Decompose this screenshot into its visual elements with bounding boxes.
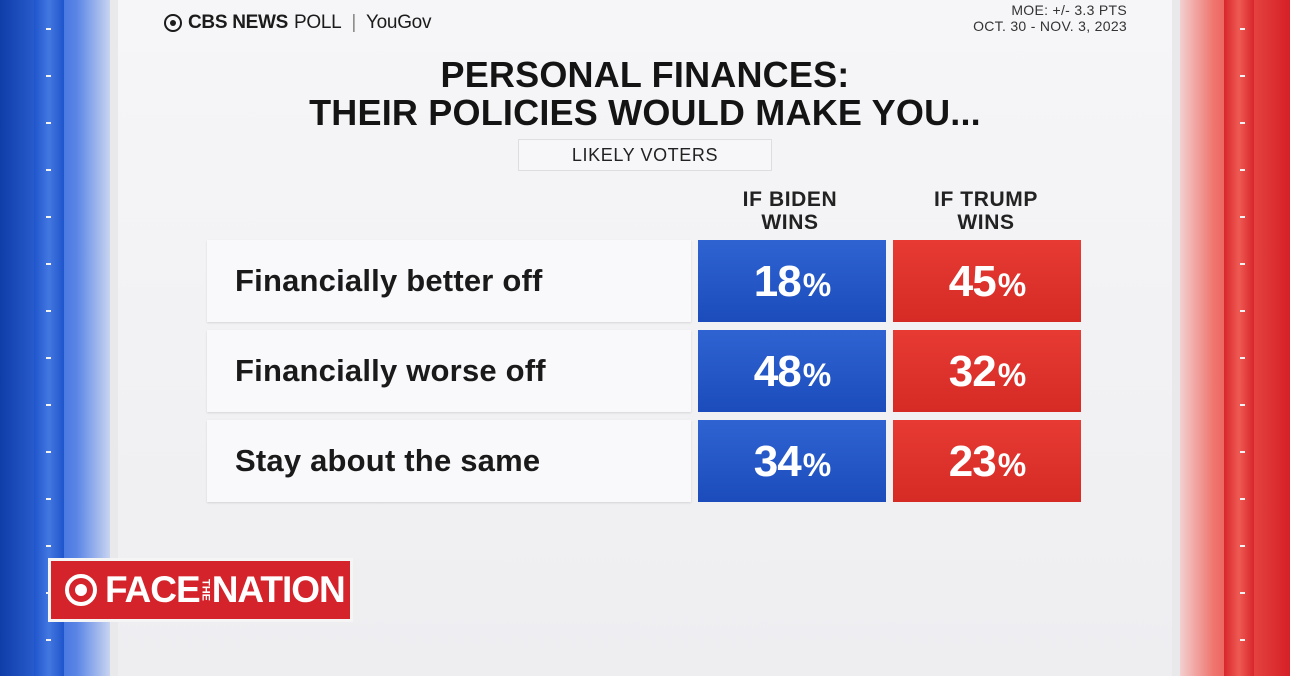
trump-value: 45% (893, 240, 1081, 322)
border-tick (46, 28, 51, 30)
cbs-news-poll-brand: CBS NEWS POLL | YouGov (164, 12, 431, 34)
border-tick (46, 592, 51, 594)
cbs-eye-icon (164, 14, 182, 32)
brand-name: CBS NEWS (188, 12, 288, 33)
row-label: Financially worse off (207, 330, 691, 412)
logo-nation: NATION (211, 569, 346, 610)
border-tick (46, 75, 51, 77)
trump-number: 32 (948, 347, 997, 396)
face-the-nation-logo: FACE THE NATION (48, 558, 353, 622)
percent-sign: % (802, 357, 831, 393)
border-tick (1240, 498, 1245, 500)
biden-number: 34 (753, 437, 802, 486)
biden-value: 18% (698, 240, 886, 322)
border-tick (1240, 28, 1245, 30)
border-tick (46, 404, 51, 406)
column-header-biden-line2: WINS (761, 211, 819, 234)
border-tick (1240, 451, 1245, 453)
percent-sign: % (802, 447, 831, 483)
trump-value: 23% (893, 420, 1081, 502)
border-tick (46, 545, 51, 547)
border-tick (1240, 545, 1245, 547)
trump-number: 45 (948, 257, 997, 306)
percent-sign: % (997, 267, 1026, 303)
percent-sign: % (802, 267, 831, 303)
percent-sign: % (997, 447, 1026, 483)
border-tick (1240, 592, 1245, 594)
poll-dates: OCT. 30 - NOV. 3, 2023 (973, 18, 1127, 34)
percent-sign: % (997, 357, 1026, 393)
border-tick (46, 498, 51, 500)
cbs-eye-icon (65, 574, 97, 606)
border-tick (46, 357, 51, 359)
subtitle-badge: LIKELY VOTERS (518, 139, 772, 171)
row-label: Stay about the same (207, 420, 691, 502)
logo-the: THE (199, 579, 212, 601)
border-tick (1240, 122, 1245, 124)
border-tick (1240, 639, 1245, 641)
column-header-biden: IF BIDEN WINS (697, 188, 883, 234)
biden-number: 18 (753, 257, 802, 306)
biden-value: 34% (698, 420, 886, 502)
border-tick (46, 122, 51, 124)
border-tick (46, 263, 51, 265)
title-line-1: PERSONAL FINANCES: (440, 54, 850, 95)
border-tick (46, 639, 51, 641)
logo-wordmark: FACE THE NATION (105, 569, 346, 611)
logo-face: FACE (105, 569, 201, 610)
column-header-trump-line1: IF TRUMP (934, 188, 1038, 211)
biden-number: 48 (753, 347, 802, 396)
column-header-trump: IF TRUMP WINS (893, 188, 1079, 234)
biden-value: 48% (698, 330, 886, 412)
border-tick (1240, 75, 1245, 77)
border-tick (46, 451, 51, 453)
brand-separator: | (351, 12, 357, 33)
border-tick (1240, 404, 1245, 406)
border-tick (1240, 263, 1245, 265)
right-stripe (1224, 0, 1254, 676)
trump-value: 32% (893, 330, 1081, 412)
border-tick (46, 310, 51, 312)
border-tick (1240, 169, 1245, 171)
poll-margin-info: MOE: +/- 3.3 PTS OCT. 30 - NOV. 3, 2023 (973, 2, 1127, 34)
border-tick (46, 216, 51, 218)
border-tick (1240, 310, 1245, 312)
border-tick (1240, 357, 1245, 359)
table-row: Stay about the same 34% 23% (207, 420, 1083, 504)
right-red-border (1180, 0, 1290, 676)
row-label: Financially better off (207, 240, 691, 322)
page-title: PERSONAL FINANCES: THEIR POLICIES WOULD … (190, 56, 1100, 132)
border-tick (1240, 216, 1245, 218)
brand-poll: POLL (294, 12, 342, 33)
table-row: Financially worse off 48% 32% (207, 330, 1083, 414)
column-header-trump-line2: WINS (957, 211, 1015, 234)
title-line-2: THEIR POLICIES WOULD MAKE YOU... (309, 92, 981, 133)
brand-partner: YouGov (366, 12, 432, 33)
moe-text: MOE: +/- 3.3 PTS (1011, 2, 1127, 18)
trump-number: 23 (948, 437, 997, 486)
border-tick (46, 169, 51, 171)
column-header-biden-line1: IF BIDEN (742, 188, 838, 211)
table-row: Financially better off 18% 45% (207, 240, 1083, 324)
